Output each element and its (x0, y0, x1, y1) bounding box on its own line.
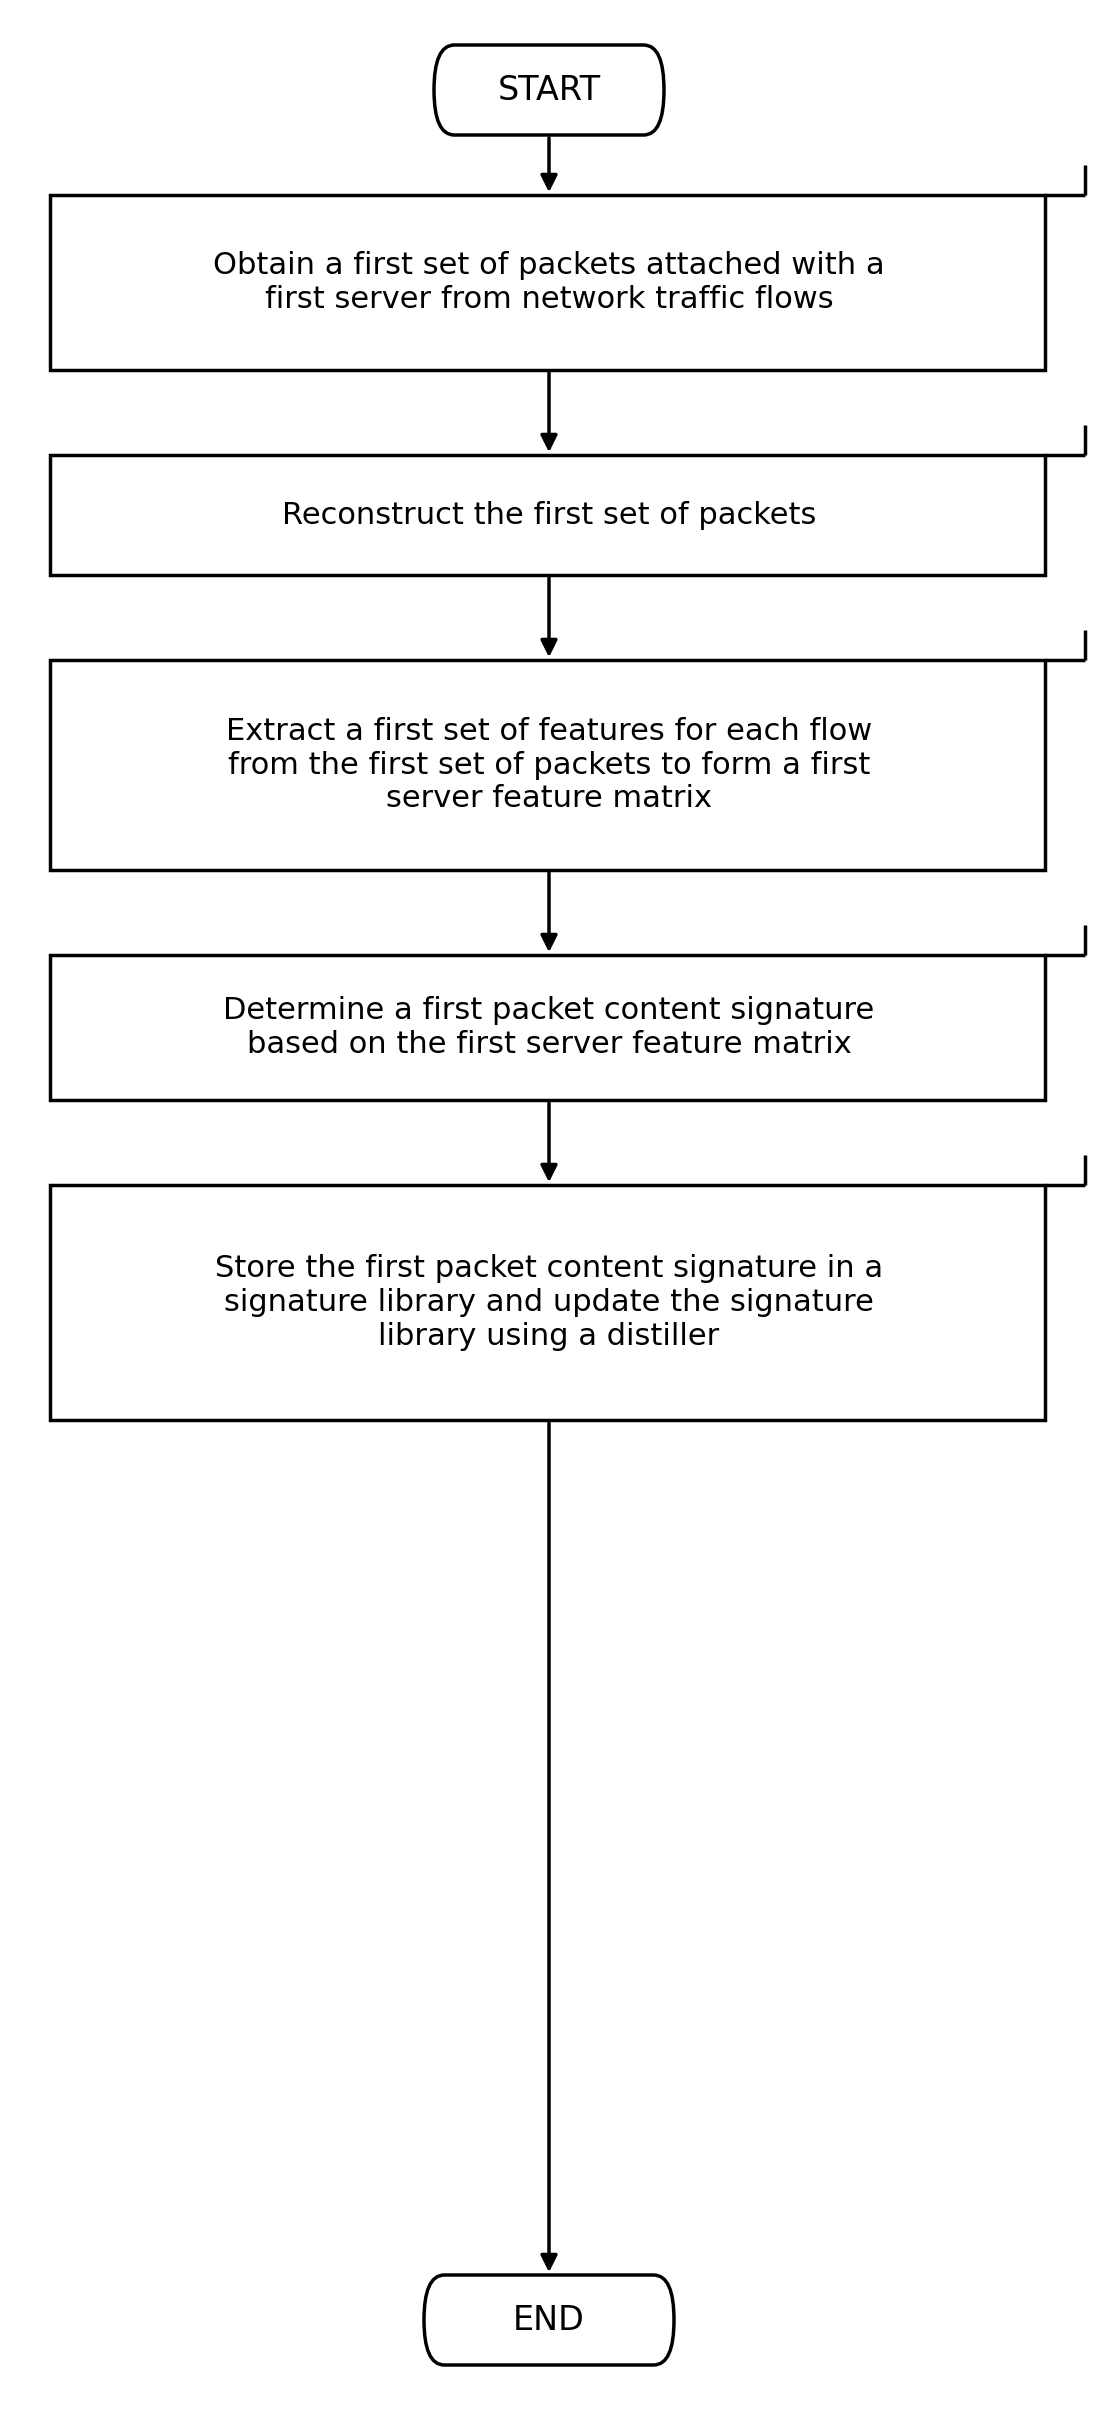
FancyBboxPatch shape (51, 454, 1045, 575)
FancyBboxPatch shape (51, 194, 1045, 369)
Text: Store the first packet content signature in a
signature library and update the s: Store the first packet content signature… (215, 1255, 883, 1350)
Text: START: START (497, 73, 601, 107)
FancyBboxPatch shape (434, 46, 664, 136)
Text: END: END (513, 2304, 585, 2336)
Text: Obtain a first set of packets attached with a
first server from network traffic : Obtain a first set of packets attached w… (213, 250, 885, 313)
Text: Extract a first set of features for each flow
from the first set of packets to f: Extract a first set of features for each… (226, 716, 872, 813)
FancyBboxPatch shape (51, 660, 1045, 869)
Text: Reconstruct the first set of packets: Reconstruct the first set of packets (282, 500, 816, 529)
Text: Determine a first packet content signature
based on the first server feature mat: Determine a first packet content signatu… (223, 995, 875, 1059)
FancyBboxPatch shape (424, 2275, 674, 2365)
FancyBboxPatch shape (51, 954, 1045, 1100)
FancyBboxPatch shape (51, 1185, 1045, 1420)
